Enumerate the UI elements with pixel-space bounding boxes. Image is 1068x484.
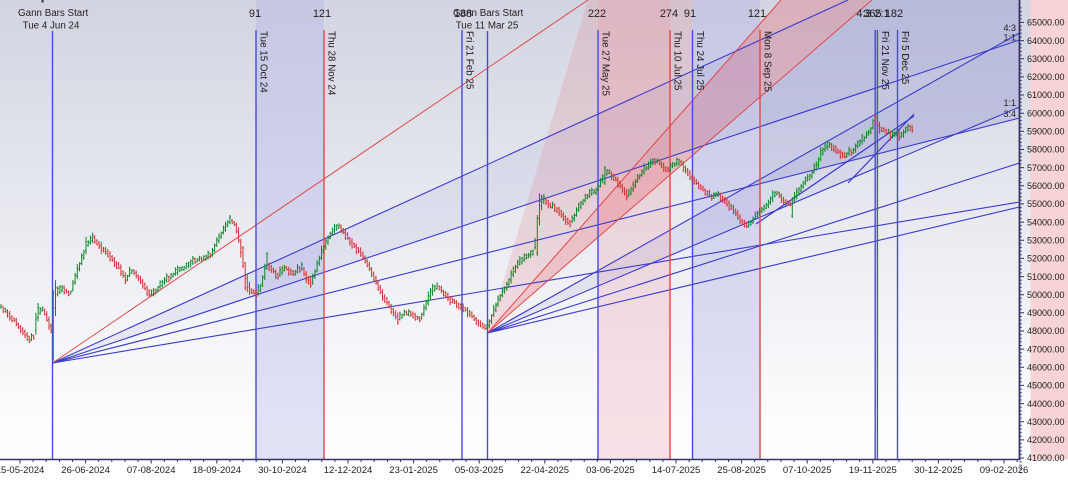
svg-text:63000.00: 63000.00 bbox=[1027, 54, 1065, 64]
svg-text:53000.00: 53000.00 bbox=[1027, 235, 1065, 245]
svg-text:56000.00: 56000.00 bbox=[1027, 181, 1065, 191]
svg-text:1:1: 1:1 bbox=[1003, 33, 1016, 43]
svg-text:Thu 24 Jul 25: Thu 24 Jul 25 bbox=[694, 31, 705, 91]
svg-text:3:4: 3:4 bbox=[1003, 109, 1016, 119]
svg-text:25-08-2025: 25-08-2025 bbox=[717, 465, 766, 476]
svg-text:Tue 27 May 25: Tue 27 May 25 bbox=[600, 31, 611, 97]
svg-text:Fri 5 Dec 25: Fri 5 Dec 25 bbox=[899, 31, 910, 85]
svg-text:91: 91 bbox=[684, 8, 696, 20]
svg-text:91: 91 bbox=[249, 8, 261, 20]
svg-text:65000.00: 65000.00 bbox=[1027, 18, 1065, 28]
svg-text:47000.00: 47000.00 bbox=[1027, 344, 1065, 354]
svg-text:42000.00: 42000.00 bbox=[1027, 435, 1065, 445]
svg-text:30-10-2024: 30-10-2024 bbox=[258, 465, 307, 476]
svg-text:22-04-2025: 22-04-2025 bbox=[520, 465, 569, 476]
svg-text:55000.00: 55000.00 bbox=[1027, 199, 1065, 209]
svg-text:18-09-2024: 18-09-2024 bbox=[192, 465, 241, 476]
svg-text:49000.00: 49000.00 bbox=[1027, 308, 1065, 318]
svg-text:23-01-2025: 23-01-2025 bbox=[389, 465, 438, 476]
svg-text:45000.00: 45000.00 bbox=[1027, 381, 1065, 391]
svg-text:12-12-2024: 12-12-2024 bbox=[324, 465, 373, 476]
svg-text:4:3: 4:3 bbox=[1003, 23, 1016, 33]
svg-text:61000.00: 61000.00 bbox=[1027, 90, 1065, 100]
svg-text:15-05-2024: 15-05-2024 bbox=[0, 465, 44, 476]
svg-text:43000.00: 43000.00 bbox=[1027, 417, 1065, 427]
svg-text:Gann Bars Start: Gann Bars Start bbox=[453, 8, 524, 19]
svg-text:Mon 8 Sep 25: Mon 8 Sep 25 bbox=[762, 31, 773, 93]
svg-text:Tue 11 Mar 25: Tue 11 Mar 25 bbox=[456, 21, 519, 32]
svg-text:57000.00: 57000.00 bbox=[1027, 163, 1065, 173]
svg-text:19-11-2025: 19-11-2025 bbox=[849, 465, 897, 476]
svg-text:121: 121 bbox=[313, 8, 331, 20]
svg-text:Thu 10 Jul 25: Thu 10 Jul 25 bbox=[672, 31, 683, 91]
svg-text:Fri 21 Feb 25: Fri 21 Feb 25 bbox=[464, 31, 475, 90]
svg-text:182: 182 bbox=[885, 8, 903, 20]
svg-text:59000.00: 59000.00 bbox=[1027, 127, 1065, 137]
svg-text:54000.00: 54000.00 bbox=[1027, 217, 1065, 227]
svg-text:274: 274 bbox=[660, 8, 678, 20]
svg-text:07-10-2025: 07-10-2025 bbox=[783, 465, 832, 476]
svg-text:Tue 4 Jun 24: Tue 4 Jun 24 bbox=[23, 21, 80, 32]
svg-text:60000.00: 60000.00 bbox=[1027, 108, 1065, 118]
svg-text:52000.00: 52000.00 bbox=[1027, 254, 1065, 264]
svg-text:Gann Bars Start: Gann Bars Start bbox=[18, 8, 89, 19]
svg-text:58000.00: 58000.00 bbox=[1027, 145, 1065, 155]
svg-text:46000.00: 46000.00 bbox=[1027, 363, 1065, 373]
svg-text:44000.00: 44000.00 bbox=[1027, 399, 1065, 409]
svg-text:48000.00: 48000.00 bbox=[1027, 326, 1065, 336]
svg-text:41000.00: 41000.00 bbox=[1027, 453, 1065, 463]
svg-text:1:1: 1:1 bbox=[1003, 98, 1016, 108]
svg-text:121: 121 bbox=[748, 8, 766, 20]
svg-text:03-06-2025: 03-06-2025 bbox=[586, 465, 635, 476]
svg-text:14-07-2025: 14-07-2025 bbox=[652, 465, 701, 476]
svg-text:30-12-2025: 30-12-2025 bbox=[914, 465, 963, 476]
svg-text:26-06-2024: 26-06-2024 bbox=[61, 465, 110, 476]
svg-text:Tue 15 Oct 24: Tue 15 Oct 24 bbox=[258, 31, 269, 93]
svg-text:05-03-2025: 05-03-2025 bbox=[455, 465, 504, 476]
svg-text:62000.00: 62000.00 bbox=[1027, 72, 1065, 82]
svg-text:222: 222 bbox=[588, 8, 606, 20]
svg-text:64000.00: 64000.00 bbox=[1027, 36, 1065, 46]
svg-text:51000.00: 51000.00 bbox=[1027, 272, 1065, 282]
svg-text:50000.00: 50000.00 bbox=[1027, 290, 1065, 300]
svg-text:07-08-2024: 07-08-2024 bbox=[127, 465, 176, 476]
svg-text:Fri 21 Nov 25: Fri 21 Nov 25 bbox=[879, 31, 890, 90]
svg-text:Thu 28 Nov 24: Thu 28 Nov 24 bbox=[326, 31, 337, 96]
svg-text:09-02-2026: 09-02-2026 bbox=[980, 465, 1029, 476]
